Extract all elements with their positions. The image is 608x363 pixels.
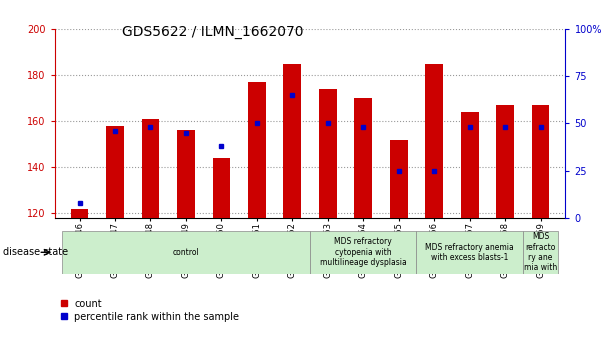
Text: GDS5622 / ILMN_1662070: GDS5622 / ILMN_1662070	[122, 25, 303, 40]
Bar	[106, 126, 124, 218]
Bar	[71, 209, 88, 218]
Bar	[283, 64, 301, 218]
Bar	[496, 105, 514, 218]
Text: disease state: disease state	[3, 247, 68, 257]
Bar	[62, 231, 310, 274]
Bar	[248, 82, 266, 218]
Text: control: control	[173, 248, 199, 257]
Bar	[142, 119, 159, 218]
Text: MDS refractory anemia
with excess blasts-1: MDS refractory anemia with excess blasts…	[426, 242, 514, 262]
Legend: count, percentile rank within the sample: count, percentile rank within the sample	[60, 299, 239, 322]
Text: MDS
refracto
ry ane
mia with: MDS refracto ry ane mia with	[524, 232, 558, 272]
Bar	[390, 139, 407, 218]
Bar	[177, 130, 195, 218]
Bar	[354, 98, 372, 218]
Bar	[416, 231, 523, 274]
Bar	[461, 112, 478, 218]
Text: MDS refractory
cytopenia with
multilineage dysplasia: MDS refractory cytopenia with multilinea…	[320, 237, 407, 267]
Bar	[319, 89, 337, 218]
Bar	[523, 231, 558, 274]
Bar	[426, 64, 443, 218]
Bar	[310, 231, 416, 274]
Bar	[532, 105, 550, 218]
Bar	[213, 158, 230, 218]
